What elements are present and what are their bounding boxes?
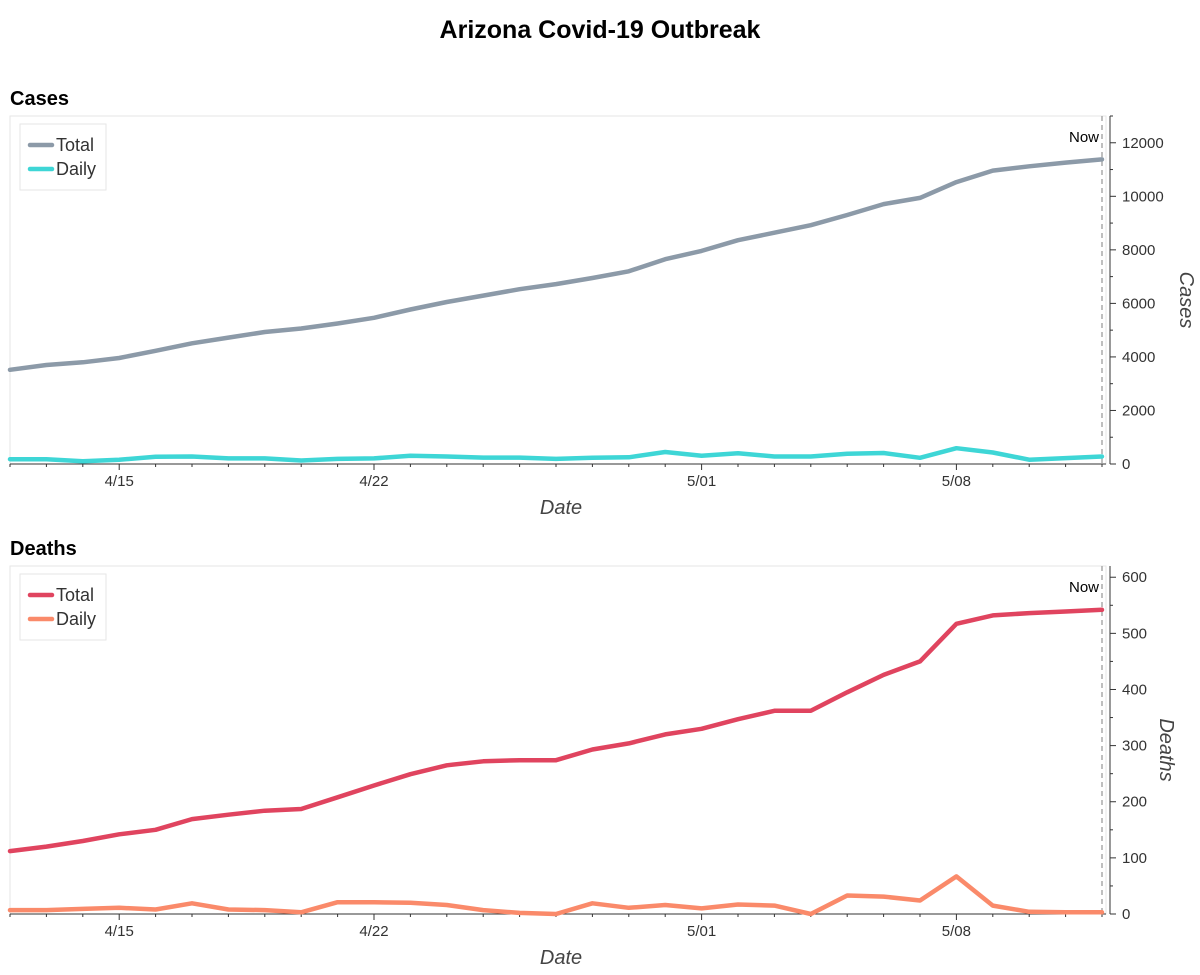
cases-x-tick-label: 4/15 xyxy=(105,473,134,490)
deaths-series-total-line xyxy=(7,607,1105,854)
cases-x-tick-label: 5/08 xyxy=(942,473,971,490)
cases-legend-label-total: Total xyxy=(56,135,94,155)
cases-x-axis-label: Date xyxy=(540,497,582,519)
deaths-y-tick-label: 100 xyxy=(1122,850,1147,867)
deaths-plot-frame xyxy=(9,565,1107,915)
cases-legend: Total Daily xyxy=(19,123,107,191)
deaths-x-axis-label: Date xyxy=(540,947,582,969)
deaths-y-tick-label: 600 xyxy=(1122,569,1147,586)
cases-y-tick-label: 10000 xyxy=(1122,188,1164,205)
deaths-x-tick-label: 5/08 xyxy=(942,923,971,940)
cases-y-tick-label: 2000 xyxy=(1122,402,1155,419)
cases-x-tick-label: 4/22 xyxy=(359,473,388,490)
deaths-now-label: Now xyxy=(1069,579,1099,596)
deaths-chart-title: Deaths xyxy=(10,538,77,560)
cases-y-tick-label: 6000 xyxy=(1122,295,1155,312)
deaths-legend-label-total: Total xyxy=(56,585,94,605)
cases-chart: 4/15 4/22 5/01 5/08 Date 0 2000 4000 6000 8000 100… xyxy=(7,115,1197,519)
cases-y-axis-label: Cases xyxy=(1175,272,1197,329)
cases-x-tick-label: 5/01 xyxy=(687,473,716,490)
cases-series-daily-line xyxy=(7,445,1105,464)
cases-chart-title: Cases xyxy=(10,88,69,110)
cases-plot-frame xyxy=(9,115,1107,465)
cases-y-tick-label: 4000 xyxy=(1122,349,1155,366)
page-title: Arizona Covid-19 Outbreak xyxy=(439,16,761,44)
cases-series-total-line xyxy=(7,157,1105,373)
cases-y-tick-label: 8000 xyxy=(1122,242,1155,259)
deaths-y-axis-label: Deaths xyxy=(1155,718,1177,781)
deaths-legend: Total Daily xyxy=(19,573,107,641)
deaths-y-tick-label: 400 xyxy=(1122,681,1147,698)
deaths-x-tick-label: 4/22 xyxy=(359,923,388,940)
deaths-legend-label-daily: Daily xyxy=(56,609,96,629)
deaths-legend-box xyxy=(19,573,107,641)
cases-now-label: Now xyxy=(1069,129,1099,146)
deaths-x-tick-label: 4/15 xyxy=(105,923,134,940)
cases-y-tick-label: 0 xyxy=(1122,456,1130,473)
cases-y-tick-label: 12000 xyxy=(1122,135,1164,152)
deaths-y-tick-label: 200 xyxy=(1122,794,1147,811)
deaths-y-tick-label: 500 xyxy=(1122,625,1147,642)
cases-legend-label-daily: Daily xyxy=(56,159,96,179)
deaths-x-tick-label: 5/01 xyxy=(687,923,716,940)
deaths-y-tick-label: 300 xyxy=(1122,738,1147,755)
deaths-chart: 4/15 4/22 5/01 5/08 Date 0 100 200 300 400 500 600 D… xyxy=(7,565,1177,969)
deaths-series-daily-line xyxy=(7,874,1105,917)
cases-legend-box xyxy=(19,123,107,191)
deaths-y-tick-label: 0 xyxy=(1122,906,1130,923)
